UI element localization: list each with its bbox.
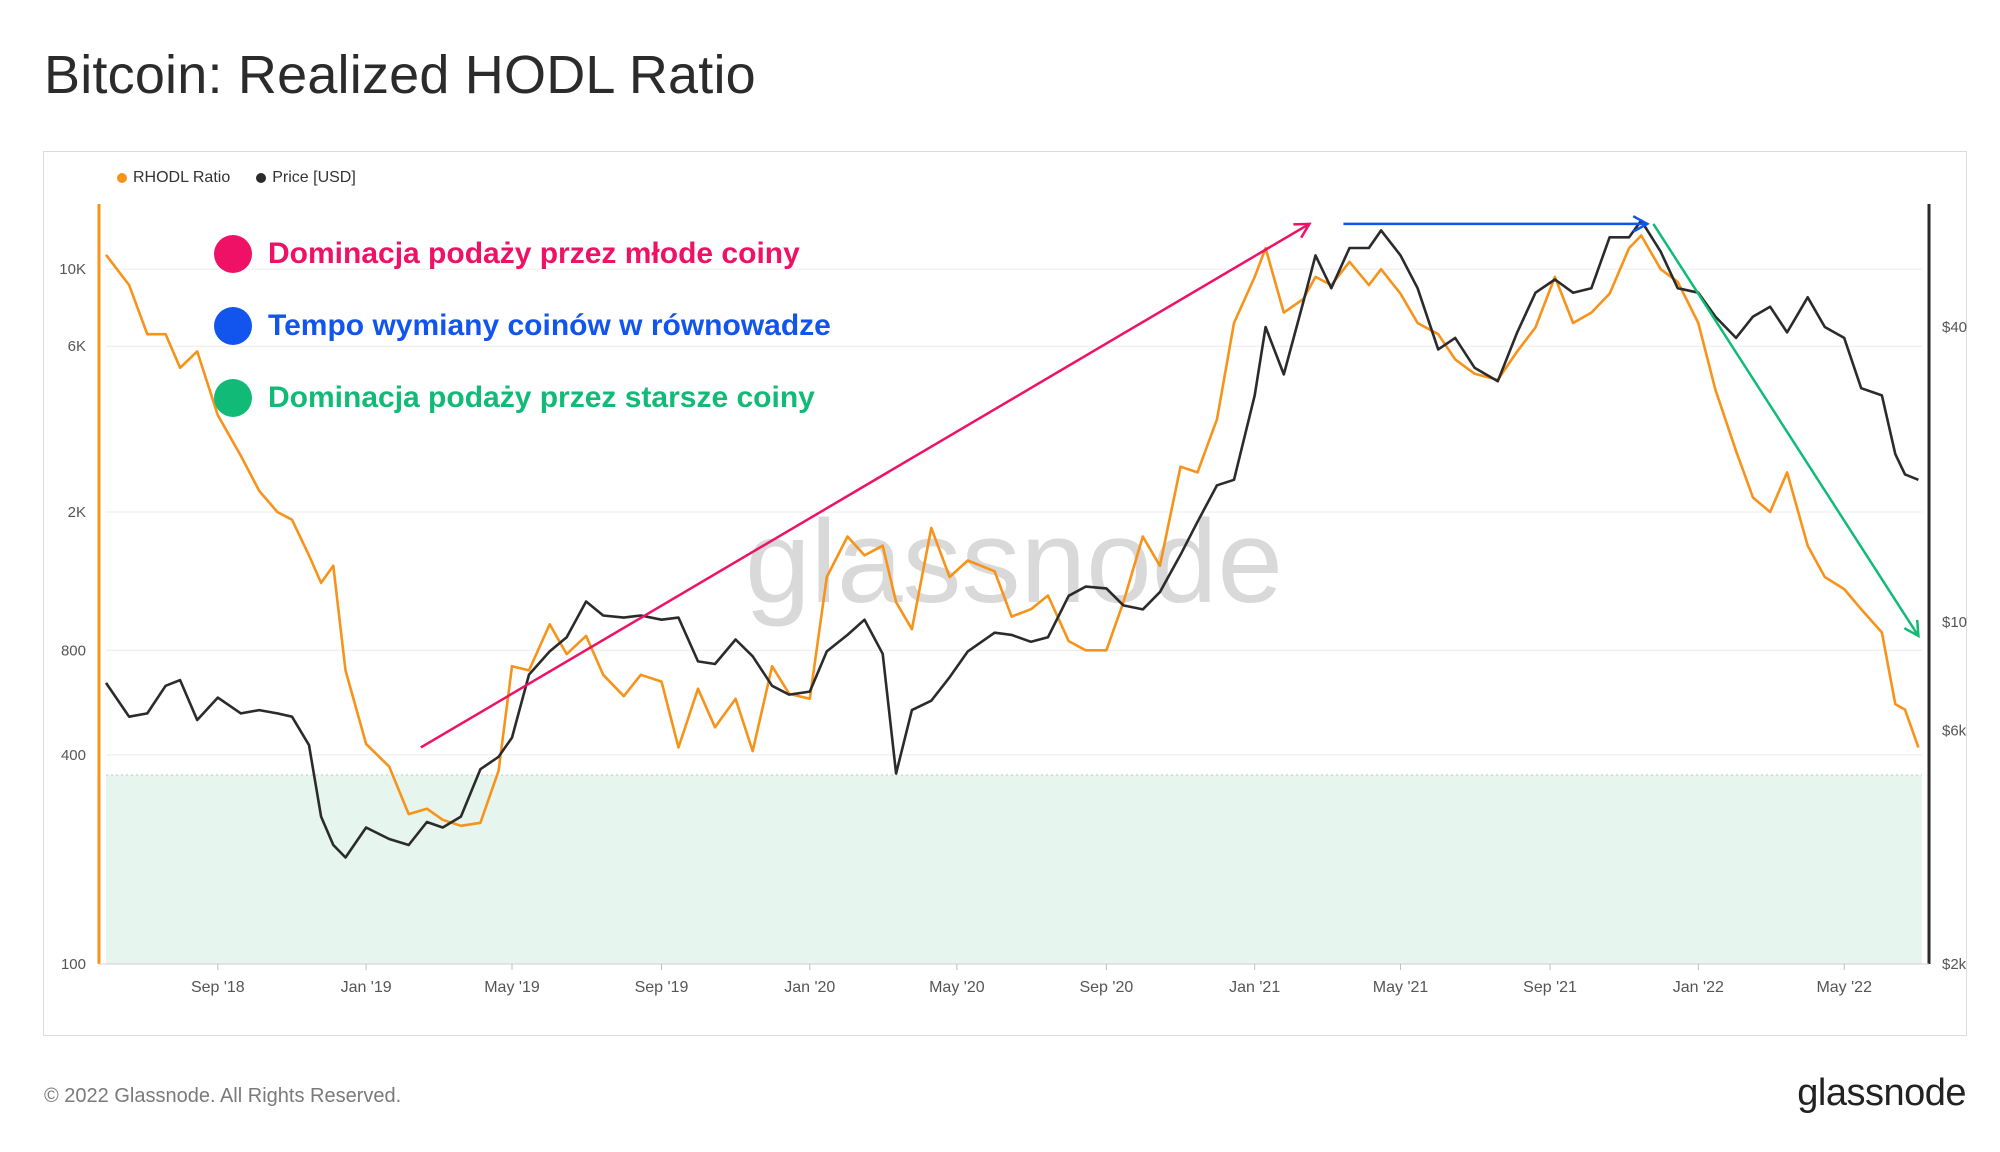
y-left-tick-label-4: 6K [68,338,86,355]
trend-arrow-head-2 [1903,619,1920,639]
annotation-list: Dominacja podaży przez młode coiny Tempo… [214,218,831,434]
annotation-dot-equilibrium [214,307,252,345]
y-right-tick-label-0: $2k [1942,956,1967,973]
x-tick-label-2: May '19 [484,979,540,996]
rhodl-chart: glassnode 100 400 800 2K 6K 10K $2k $6k $10k $40k… [59,204,1968,996]
trend-arrow-head-0 [1293,222,1312,239]
x-tick-label-1: Jan '19 [341,979,392,996]
x-tick-label-4: Jan '20 [784,979,835,996]
annotation-text-old-coins: Dominacja podaży przez starsze coiny [268,381,815,414]
trend-arrow-2 [1652,223,1920,637]
x-tick-label-9: Sep '21 [1523,979,1577,996]
y-left-tick-label-3: 2K [68,504,86,521]
x-tick-label-10: Jan '22 [1673,979,1724,996]
annotation-dot-old-coins [214,379,252,417]
x-tick-label-5: May '20 [929,979,985,996]
y-right-tick-label-1: $6k [1942,722,1967,739]
x-tick-label-6: Sep '20 [1079,979,1133,996]
annotation-dot-young-coins [214,235,252,273]
legend-label-rhodl: RHODL Ratio [133,169,231,186]
y-left-tick-label-1: 400 [61,747,86,764]
y-right-tick-label-3: $40k [1942,319,1968,336]
y-left-tick-label-5: 10K [59,261,86,278]
annotation-equilibrium: Tempo wymiany coinów w równowadze [214,290,831,362]
legend-label-price: Price [USD] [272,169,356,186]
legend-item-rhodl[interactable]: RHODL Ratio [117,169,230,187]
x-tick-label-0: Sep '18 [191,979,245,996]
glassnode-logo[interactable]: glassnode [1797,1072,1966,1114]
legend-dot-price [256,173,267,183]
legend-item-price[interactable]: Price [USD] [256,169,356,187]
page-title: Bitcoin: Realized HODL Ratio [44,45,756,105]
x-tick-label-3: Sep '19 [635,979,689,996]
trend-arrow-head-1 [1632,215,1650,233]
x-tick-label-11: May '22 [1816,979,1872,996]
annotation-old-coins: Dominacja podaży przez starsze coiny [214,362,831,434]
footer-copyright: © 2022 Glassnode. All Rights Reserved. [44,1085,402,1107]
x-tick-label-7: Jan '21 [1229,979,1280,996]
legend-dot-rhodl [117,173,127,183]
chart-legend: RHODL Ratio Price [USD] [117,169,356,187]
annotation-text-young-coins: Dominacja podaży przez młode coiny [268,237,800,270]
trend-arrow-0 [420,222,1311,749]
annotation-text-equilibrium: Tempo wymiany coinów w równowadze [268,309,831,342]
y-left-tick-label-0: 100 [61,956,86,973]
series-line-price [104,219,1919,859]
shaded-zone [106,774,1922,964]
series-line-rhodl-ratio [104,234,1920,828]
y-left-tick-label-2: 800 [61,642,86,659]
watermark: glassnode [745,496,1283,628]
x-tick-label-8: May '21 [1373,979,1429,996]
y-right-tick-label-2: $10k [1942,614,1968,631]
annotation-young-coins: Dominacja podaży przez młode coiny [214,218,831,290]
chart-panel: glassnode 100 400 800 2K 6K 10K $2k $6k $10k $40k… [43,151,1968,1036]
